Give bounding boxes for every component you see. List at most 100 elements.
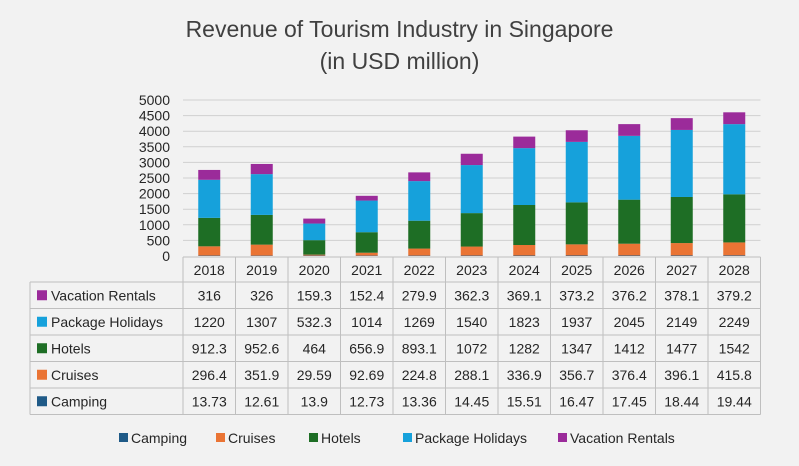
bar-segment xyxy=(408,248,431,256)
bar-segment xyxy=(670,118,693,130)
bar-segment xyxy=(618,255,641,256)
legend-swatch xyxy=(558,433,567,442)
bar-segment xyxy=(513,245,536,256)
bar-segment xyxy=(460,165,483,214)
data-label: 279.9 xyxy=(402,287,437,303)
data-label: 396.1 xyxy=(664,367,699,383)
x-tick-label: 2027 xyxy=(666,262,697,278)
bar-segment xyxy=(408,220,431,249)
data-label: 373.2 xyxy=(559,287,594,303)
bar-segment xyxy=(303,223,326,241)
data-label: 12.73 xyxy=(349,393,384,409)
data-label: 2045 xyxy=(614,314,645,330)
legend-swatch xyxy=(403,433,412,442)
y-tick-label: 3000 xyxy=(139,154,170,170)
y-tick-label: 2000 xyxy=(139,186,170,202)
data-label: 376.4 xyxy=(612,367,647,383)
data-label: 288.1 xyxy=(454,367,489,383)
bar-segment xyxy=(723,255,746,256)
series-name-label: Hotels xyxy=(51,340,91,356)
data-label: 1540 xyxy=(456,314,487,330)
legend-entry: Vacation Rentals xyxy=(570,430,675,446)
data-label: 369.1 xyxy=(507,287,542,303)
data-label: 14.45 xyxy=(454,393,489,409)
bar-segment xyxy=(565,202,588,245)
chart-subtitle: (in USD million) xyxy=(319,48,480,74)
y-tick-label: 2500 xyxy=(139,170,170,186)
legend-key xyxy=(37,396,47,407)
data-label: 356.7 xyxy=(559,367,594,383)
data-label: 1014 xyxy=(351,314,382,330)
bar-segment xyxy=(460,246,483,256)
bar-segment xyxy=(513,205,536,246)
bar-segment xyxy=(198,169,221,180)
bar-segment xyxy=(250,244,273,256)
data-label: 16.47 xyxy=(559,393,594,409)
bar-segment xyxy=(670,255,693,256)
legend-entry: Cruises xyxy=(228,430,275,446)
bar-segment xyxy=(303,240,326,255)
data-label: 18.44 xyxy=(664,393,699,409)
data-label: 893.1 xyxy=(402,340,437,356)
data-label: 2249 xyxy=(719,314,750,330)
bar-segment xyxy=(250,214,273,245)
bar-segment xyxy=(618,124,641,136)
data-label: 316 xyxy=(198,287,222,303)
bar-segment xyxy=(565,255,588,256)
chart-title: Revenue of Tourism Industry in Singapore xyxy=(185,16,614,42)
data-label: 29.59 xyxy=(297,367,332,383)
data-label: 415.8 xyxy=(717,367,752,383)
x-tick-label: 2025 xyxy=(561,262,592,278)
x-tick-label: 2023 xyxy=(456,262,487,278)
data-label: 952.6 xyxy=(244,340,279,356)
x-tick-label: 2019 xyxy=(246,262,277,278)
data-label: 378.1 xyxy=(664,287,699,303)
bar-segment xyxy=(565,141,588,203)
data-label: 15.51 xyxy=(507,393,542,409)
bar-segment xyxy=(355,232,378,253)
bar-segment xyxy=(355,252,378,256)
data-label: 1220 xyxy=(194,314,225,330)
data-label: 1477 xyxy=(666,340,697,356)
data-label: 13.73 xyxy=(192,393,227,409)
bar-segment xyxy=(723,242,746,256)
data-label: 912.3 xyxy=(192,340,227,356)
data-label: 19.44 xyxy=(717,393,752,409)
data-label: 12.61 xyxy=(244,393,279,409)
bar-segment xyxy=(303,218,326,224)
bar-segment xyxy=(618,135,641,200)
bar-segment xyxy=(723,112,746,125)
data-label: 379.2 xyxy=(717,287,752,303)
bar-segment xyxy=(723,194,746,243)
data-label: 1269 xyxy=(404,314,435,330)
bar-segment xyxy=(670,196,693,244)
bar-segment xyxy=(198,179,221,218)
legend-entry: Hotels xyxy=(321,430,361,446)
series-name-label: Cruises xyxy=(51,367,98,383)
bar-segment xyxy=(250,163,273,175)
data-label: 152.4 xyxy=(349,287,384,303)
bar-segment xyxy=(355,200,378,233)
bar-segment xyxy=(303,254,326,256)
data-label: 13.36 xyxy=(402,393,437,409)
data-label: 464 xyxy=(303,340,327,356)
data-label: 13.9 xyxy=(301,393,328,409)
data-label: 336.9 xyxy=(507,367,542,383)
y-tick-label: 4500 xyxy=(139,108,170,124)
bar-segment xyxy=(723,124,746,195)
data-label: 1412 xyxy=(614,340,645,356)
y-tick-label: 4000 xyxy=(139,123,170,139)
bar-segment xyxy=(408,181,431,221)
data-label: 296.4 xyxy=(192,367,227,383)
legend-key xyxy=(37,369,47,380)
data-label: 376.2 xyxy=(612,287,647,303)
bar-segment xyxy=(198,246,221,256)
bar-segment xyxy=(513,136,536,149)
x-tick-label: 2018 xyxy=(194,262,225,278)
legend-key xyxy=(37,316,47,327)
legend-swatch xyxy=(119,433,128,442)
y-tick-label: 0 xyxy=(162,248,170,264)
y-tick-label: 1500 xyxy=(139,201,170,217)
